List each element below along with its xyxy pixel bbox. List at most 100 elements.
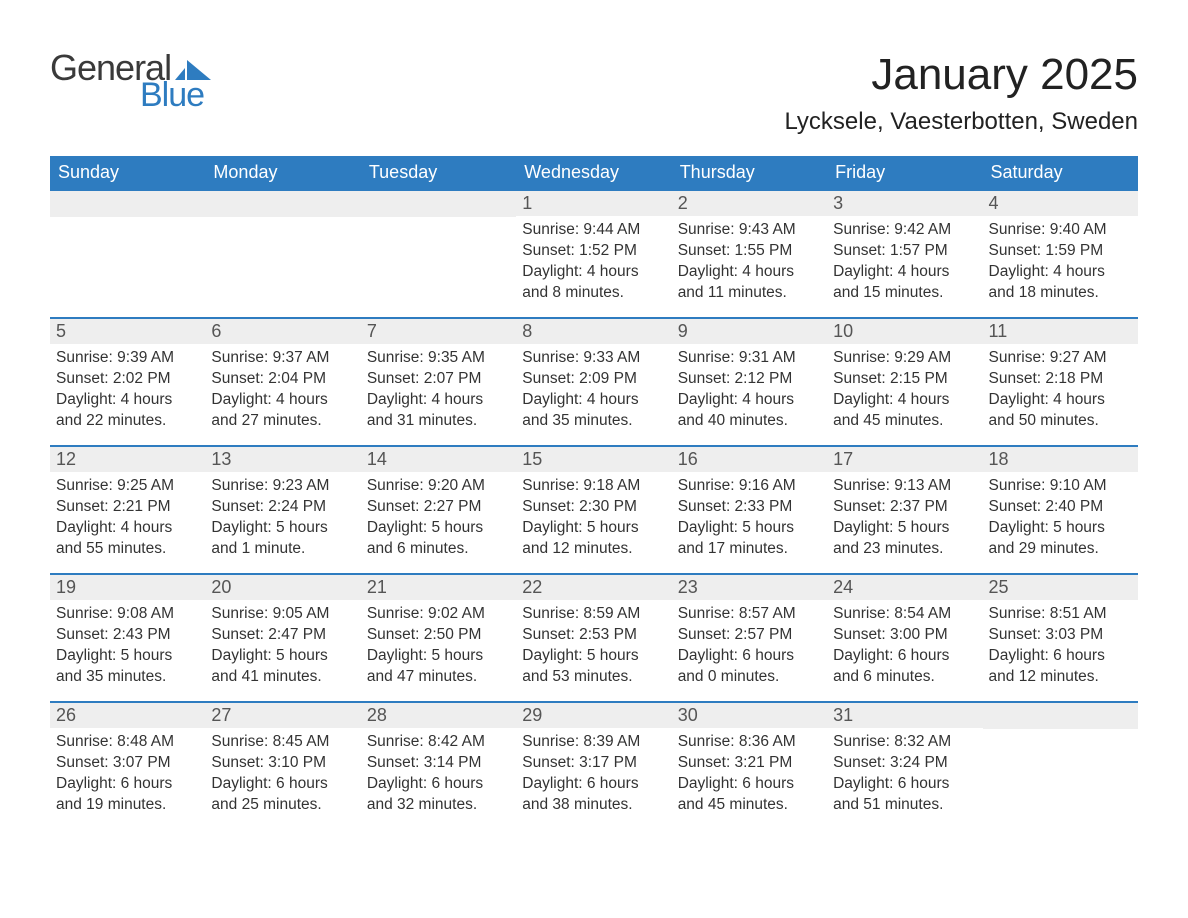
daylight-line: Daylight: 6 hours and 25 minutes. bbox=[211, 774, 354, 816]
day-number bbox=[205, 191, 360, 217]
sunrise-line: Sunrise: 9:23 AM bbox=[211, 476, 354, 497]
day-body: Sunrise: 8:57 AMSunset: 2:57 PMDaylight:… bbox=[672, 600, 827, 694]
day-body: Sunrise: 9:44 AMSunset: 1:52 PMDaylight:… bbox=[516, 216, 671, 310]
day-cell: 22Sunrise: 8:59 AMSunset: 2:53 PMDayligh… bbox=[516, 574, 671, 702]
sunset-line: Sunset: 2:47 PM bbox=[211, 625, 354, 646]
sunrise-line: Sunrise: 8:59 AM bbox=[522, 604, 665, 625]
day-cell: 21Sunrise: 9:02 AMSunset: 2:50 PMDayligh… bbox=[361, 574, 516, 702]
week-row: 1Sunrise: 9:44 AMSunset: 1:52 PMDaylight… bbox=[50, 190, 1138, 318]
day-number: 28 bbox=[361, 703, 516, 728]
day-cell bbox=[361, 190, 516, 318]
sunset-line: Sunset: 1:55 PM bbox=[678, 241, 821, 262]
daylight-line: Daylight: 4 hours and 8 minutes. bbox=[522, 262, 665, 304]
day-cell: 15Sunrise: 9:18 AMSunset: 2:30 PMDayligh… bbox=[516, 446, 671, 574]
day-number bbox=[983, 703, 1138, 729]
day-number: 2 bbox=[672, 191, 827, 216]
sunrise-line: Sunrise: 9:43 AM bbox=[678, 220, 821, 241]
day-cell: 30Sunrise: 8:36 AMSunset: 3:21 PMDayligh… bbox=[672, 702, 827, 830]
sunset-line: Sunset: 3:14 PM bbox=[367, 753, 510, 774]
day-number: 11 bbox=[983, 319, 1138, 344]
daylight-line: Daylight: 4 hours and 31 minutes. bbox=[367, 390, 510, 432]
dow-friday: Friday bbox=[827, 156, 982, 190]
sunrise-line: Sunrise: 8:48 AM bbox=[56, 732, 199, 753]
sunrise-line: Sunrise: 9:31 AM bbox=[678, 348, 821, 369]
sunrise-line: Sunrise: 9:25 AM bbox=[56, 476, 199, 497]
day-cell: 23Sunrise: 8:57 AMSunset: 2:57 PMDayligh… bbox=[672, 574, 827, 702]
day-body: Sunrise: 8:51 AMSunset: 3:03 PMDaylight:… bbox=[983, 600, 1138, 694]
sunrise-line: Sunrise: 9:16 AM bbox=[678, 476, 821, 497]
daylight-line: Daylight: 5 hours and 47 minutes. bbox=[367, 646, 510, 688]
daylight-line: Daylight: 6 hours and 51 minutes. bbox=[833, 774, 976, 816]
daylight-line: Daylight: 6 hours and 12 minutes. bbox=[989, 646, 1132, 688]
day-number: 18 bbox=[983, 447, 1138, 472]
location: Lycksele, Vaesterbotten, Sweden bbox=[784, 108, 1138, 136]
day-number: 12 bbox=[50, 447, 205, 472]
sunset-line: Sunset: 2:24 PM bbox=[211, 497, 354, 518]
sunset-line: Sunset: 2:21 PM bbox=[56, 497, 199, 518]
sunrise-line: Sunrise: 8:36 AM bbox=[678, 732, 821, 753]
day-body: Sunrise: 9:25 AMSunset: 2:21 PMDaylight:… bbox=[50, 472, 205, 566]
dow-wednesday: Wednesday bbox=[516, 156, 671, 190]
sunrise-line: Sunrise: 9:29 AM bbox=[833, 348, 976, 369]
day-cell: 20Sunrise: 9:05 AMSunset: 2:47 PMDayligh… bbox=[205, 574, 360, 702]
sunset-line: Sunset: 1:52 PM bbox=[522, 241, 665, 262]
day-number: 22 bbox=[516, 575, 671, 600]
sunrise-line: Sunrise: 9:02 AM bbox=[367, 604, 510, 625]
day-cell: 27Sunrise: 8:45 AMSunset: 3:10 PMDayligh… bbox=[205, 702, 360, 830]
day-cell: 5Sunrise: 9:39 AMSunset: 2:02 PMDaylight… bbox=[50, 318, 205, 446]
sunrise-line: Sunrise: 9:39 AM bbox=[56, 348, 199, 369]
sunset-line: Sunset: 1:57 PM bbox=[833, 241, 976, 262]
day-number: 5 bbox=[50, 319, 205, 344]
days-of-week-row: Sunday Monday Tuesday Wednesday Thursday… bbox=[50, 156, 1138, 190]
day-body: Sunrise: 9:18 AMSunset: 2:30 PMDaylight:… bbox=[516, 472, 671, 566]
day-cell: 7Sunrise: 9:35 AMSunset: 2:07 PMDaylight… bbox=[361, 318, 516, 446]
logo-mark-icon bbox=[175, 60, 211, 80]
day-body: Sunrise: 9:05 AMSunset: 2:47 PMDaylight:… bbox=[205, 600, 360, 694]
day-cell: 9Sunrise: 9:31 AMSunset: 2:12 PMDaylight… bbox=[672, 318, 827, 446]
daylight-line: Daylight: 5 hours and 35 minutes. bbox=[56, 646, 199, 688]
daylight-line: Daylight: 4 hours and 55 minutes. bbox=[56, 518, 199, 560]
sunrise-line: Sunrise: 9:10 AM bbox=[989, 476, 1132, 497]
daylight-line: Daylight: 4 hours and 45 minutes. bbox=[833, 390, 976, 432]
day-cell bbox=[983, 702, 1138, 830]
day-cell: 24Sunrise: 8:54 AMSunset: 3:00 PMDayligh… bbox=[827, 574, 982, 702]
day-cell: 17Sunrise: 9:13 AMSunset: 2:37 PMDayligh… bbox=[827, 446, 982, 574]
sunset-line: Sunset: 2:18 PM bbox=[989, 369, 1132, 390]
day-cell: 13Sunrise: 9:23 AMSunset: 2:24 PMDayligh… bbox=[205, 446, 360, 574]
day-number: 7 bbox=[361, 319, 516, 344]
daylight-line: Daylight: 4 hours and 50 minutes. bbox=[989, 390, 1132, 432]
day-body: Sunrise: 9:31 AMSunset: 2:12 PMDaylight:… bbox=[672, 344, 827, 438]
day-number: 13 bbox=[205, 447, 360, 472]
day-number: 24 bbox=[827, 575, 982, 600]
sunset-line: Sunset: 2:57 PM bbox=[678, 625, 821, 646]
sunset-line: Sunset: 2:30 PM bbox=[522, 497, 665, 518]
day-body: Sunrise: 8:45 AMSunset: 3:10 PMDaylight:… bbox=[205, 728, 360, 822]
day-body: Sunrise: 8:36 AMSunset: 3:21 PMDaylight:… bbox=[672, 728, 827, 822]
sunrise-line: Sunrise: 8:39 AM bbox=[522, 732, 665, 753]
day-number: 10 bbox=[827, 319, 982, 344]
sunset-line: Sunset: 2:12 PM bbox=[678, 369, 821, 390]
week-row: 26Sunrise: 8:48 AMSunset: 3:07 PMDayligh… bbox=[50, 702, 1138, 830]
day-cell: 1Sunrise: 9:44 AMSunset: 1:52 PMDaylight… bbox=[516, 190, 671, 318]
daylight-line: Daylight: 4 hours and 35 minutes. bbox=[522, 390, 665, 432]
sunset-line: Sunset: 2:33 PM bbox=[678, 497, 821, 518]
day-body: Sunrise: 8:48 AMSunset: 3:07 PMDaylight:… bbox=[50, 728, 205, 822]
sunset-line: Sunset: 2:07 PM bbox=[367, 369, 510, 390]
day-number: 31 bbox=[827, 703, 982, 728]
day-cell: 11Sunrise: 9:27 AMSunset: 2:18 PMDayligh… bbox=[983, 318, 1138, 446]
month-title: January 2025 bbox=[784, 50, 1138, 100]
day-cell: 3Sunrise: 9:42 AMSunset: 1:57 PMDaylight… bbox=[827, 190, 982, 318]
daylight-line: Daylight: 5 hours and 53 minutes. bbox=[522, 646, 665, 688]
day-number: 16 bbox=[672, 447, 827, 472]
day-number bbox=[50, 191, 205, 217]
calendar-table: Sunday Monday Tuesday Wednesday Thursday… bbox=[50, 156, 1138, 830]
daylight-line: Daylight: 5 hours and 12 minutes. bbox=[522, 518, 665, 560]
day-number: 14 bbox=[361, 447, 516, 472]
sunrise-line: Sunrise: 9:42 AM bbox=[833, 220, 976, 241]
day-cell: 6Sunrise: 9:37 AMSunset: 2:04 PMDaylight… bbox=[205, 318, 360, 446]
sunrise-line: Sunrise: 9:05 AM bbox=[211, 604, 354, 625]
day-cell: 29Sunrise: 8:39 AMSunset: 3:17 PMDayligh… bbox=[516, 702, 671, 830]
day-number: 17 bbox=[827, 447, 982, 472]
day-body: Sunrise: 9:08 AMSunset: 2:43 PMDaylight:… bbox=[50, 600, 205, 694]
day-cell: 2Sunrise: 9:43 AMSunset: 1:55 PMDaylight… bbox=[672, 190, 827, 318]
